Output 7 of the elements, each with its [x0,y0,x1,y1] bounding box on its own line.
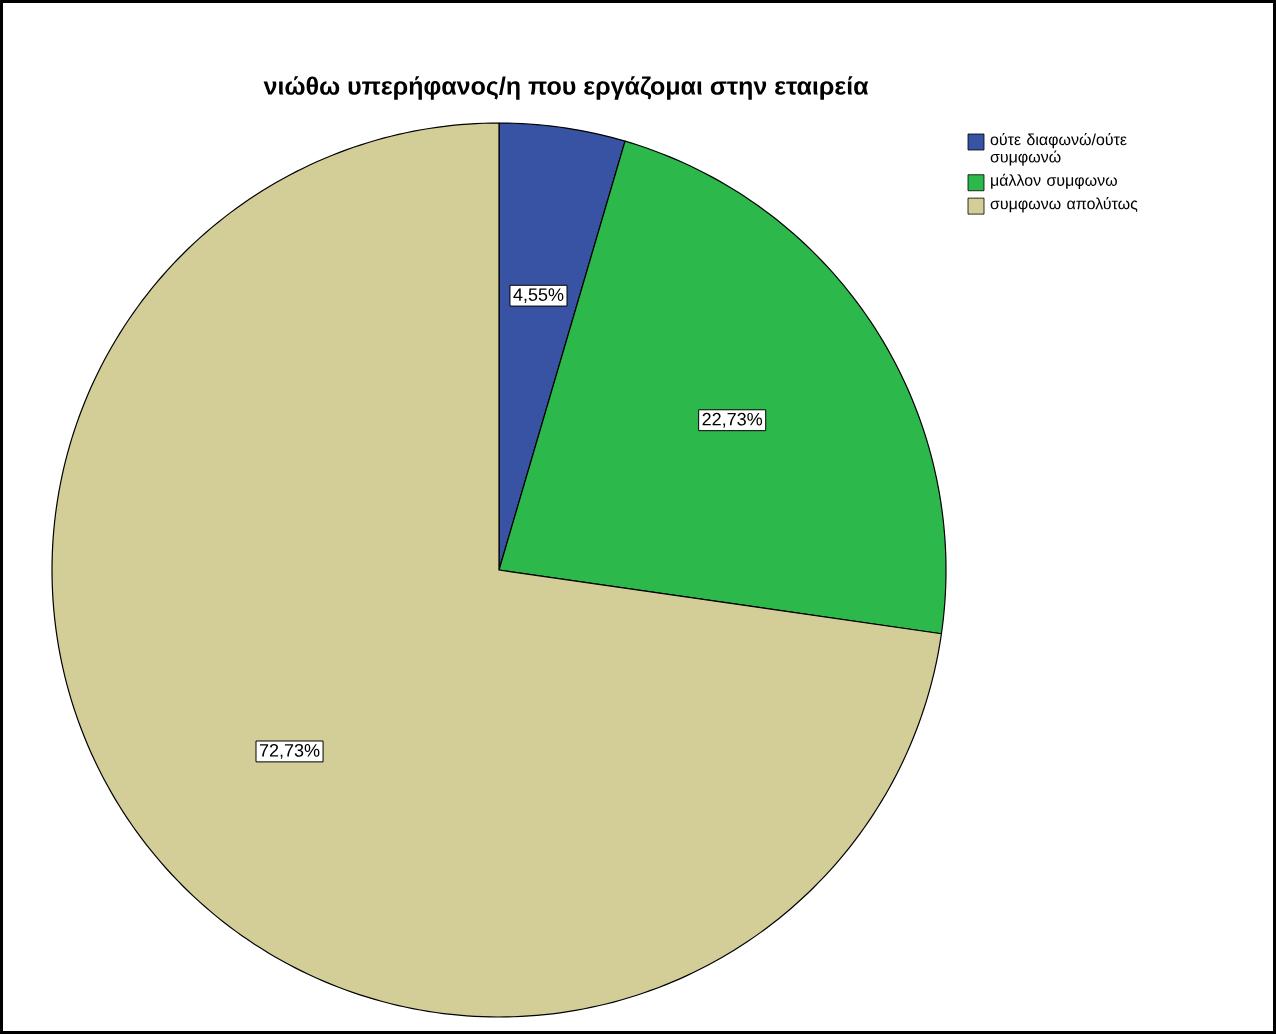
data-label: 22,73% [702,412,763,428]
legend-label: μάλλον συμφωνω [991,173,1117,190]
legend-label: ούτε διαφωνώ/ούτε συμφωνώ [990,133,1127,166]
chart-title: νιώθω υπερήφανος/η που εργάζομαι στην εταιρεία [263,76,869,100]
legend-label: συμφωνω απολύτως [990,197,1138,213]
data-label: 72,73% [259,743,320,759]
data-label: 4,55% [513,288,564,304]
